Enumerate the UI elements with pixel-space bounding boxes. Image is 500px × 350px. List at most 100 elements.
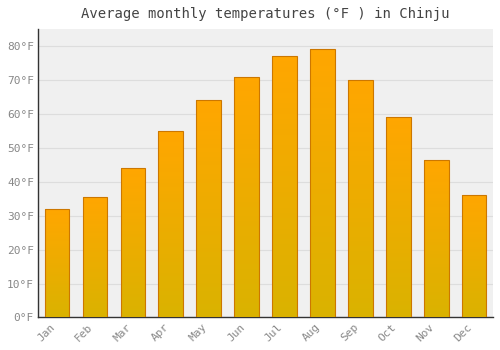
Bar	[234, 226, 259, 231]
Bar	[386, 129, 410, 133]
Bar	[158, 232, 183, 236]
Bar	[310, 307, 335, 312]
Bar	[310, 130, 335, 135]
Bar	[462, 237, 486, 239]
Bar	[386, 258, 410, 261]
Bar	[424, 258, 448, 261]
Bar	[234, 298, 259, 303]
Bar	[44, 231, 70, 233]
Bar	[272, 176, 297, 182]
Bar	[44, 289, 70, 292]
Bar	[44, 270, 70, 272]
Bar	[272, 62, 297, 66]
Bar	[272, 98, 297, 103]
Bar	[120, 183, 145, 186]
Bar	[196, 122, 221, 126]
Bar	[196, 287, 221, 292]
Bar	[386, 193, 410, 197]
Bar	[348, 223, 372, 227]
Bar	[44, 215, 70, 218]
Bar	[120, 315, 145, 317]
Bar	[310, 285, 335, 291]
Bar	[234, 149, 259, 154]
Bar	[196, 100, 221, 105]
Bar	[386, 158, 410, 161]
Bar	[120, 237, 145, 240]
Bar	[386, 241, 410, 245]
Bar	[158, 157, 183, 161]
Bar	[234, 279, 259, 284]
Bar	[82, 298, 108, 301]
Bar	[272, 213, 297, 218]
Bar	[196, 213, 221, 218]
Bar	[82, 267, 108, 269]
Bar	[462, 198, 486, 200]
Bar	[234, 86, 259, 91]
Bar	[462, 247, 486, 249]
Bar	[44, 287, 70, 289]
Bar	[348, 303, 372, 308]
Bar	[386, 186, 410, 189]
Bar	[424, 254, 448, 258]
Bar	[234, 120, 259, 125]
Bar	[348, 251, 372, 256]
Bar	[82, 206, 108, 209]
Bar	[158, 183, 183, 187]
Bar	[158, 131, 183, 135]
Bar	[310, 157, 335, 162]
Bar	[272, 203, 297, 208]
Bar	[234, 130, 259, 134]
Bar	[272, 72, 297, 77]
Bar	[158, 236, 183, 239]
Bar	[82, 308, 108, 310]
Bar	[196, 300, 221, 304]
Bar	[424, 178, 448, 182]
Bar	[348, 104, 372, 108]
Bar	[424, 270, 448, 273]
Bar	[424, 210, 448, 214]
Bar	[424, 292, 448, 295]
Bar	[424, 163, 448, 166]
Bar	[234, 250, 259, 255]
Bar	[158, 205, 183, 209]
Bar	[196, 200, 221, 204]
Bar	[310, 167, 335, 173]
Bar	[272, 234, 297, 239]
Bar	[120, 261, 145, 264]
Bar	[310, 296, 335, 301]
Bar	[82, 214, 108, 216]
Bar	[462, 203, 486, 205]
Bar	[310, 173, 335, 178]
Bar	[462, 269, 486, 271]
Bar	[272, 291, 297, 296]
Bar	[82, 221, 108, 224]
Bar	[158, 291, 183, 295]
Bar	[234, 159, 259, 163]
Bar	[234, 202, 259, 206]
Bar	[158, 135, 183, 138]
Bar	[120, 225, 145, 228]
Bar	[82, 269, 108, 272]
Bar	[462, 212, 486, 215]
Bar	[158, 198, 183, 202]
Bar	[82, 228, 108, 231]
Bar	[82, 257, 108, 260]
Bar	[348, 90, 372, 94]
Bar	[310, 60, 335, 65]
Bar	[234, 303, 259, 308]
Bar	[462, 200, 486, 203]
Bar	[348, 208, 372, 213]
Bar	[158, 191, 183, 194]
Bar	[272, 307, 297, 312]
Bar	[386, 165, 410, 169]
Bar	[196, 166, 221, 170]
Bar	[158, 254, 183, 258]
Bar	[82, 233, 108, 236]
Bar	[196, 244, 221, 248]
Bar	[386, 181, 410, 186]
Bar	[234, 231, 259, 236]
Bar	[272, 124, 297, 130]
Bar	[310, 92, 335, 98]
Bar	[120, 312, 145, 315]
Bar	[386, 314, 410, 317]
